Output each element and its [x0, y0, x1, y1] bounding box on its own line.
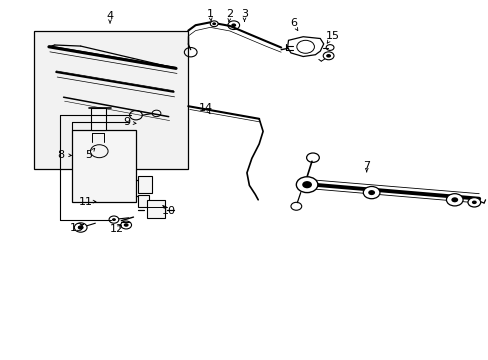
Circle shape	[212, 22, 216, 25]
Text: 3: 3	[241, 9, 247, 19]
Text: 10: 10	[162, 206, 175, 216]
Bar	[91, 108, 105, 130]
Bar	[138, 195, 149, 207]
Text: 11: 11	[79, 197, 92, 207]
Circle shape	[467, 198, 480, 207]
Text: 1: 1	[206, 9, 213, 19]
Circle shape	[367, 190, 374, 195]
Circle shape	[471, 201, 476, 204]
Circle shape	[363, 186, 379, 199]
Bar	[72, 130, 136, 202]
Circle shape	[210, 21, 218, 27]
Text: 13: 13	[70, 222, 84, 233]
Circle shape	[296, 177, 317, 193]
Text: 5: 5	[85, 150, 92, 160]
Text: 2: 2	[226, 9, 233, 19]
Text: 12: 12	[110, 224, 124, 234]
Text: 4: 4	[106, 11, 113, 21]
Text: 14: 14	[199, 103, 213, 113]
Text: 6: 6	[289, 18, 296, 28]
Circle shape	[446, 194, 462, 206]
Circle shape	[325, 54, 330, 58]
Circle shape	[302, 181, 311, 188]
Circle shape	[78, 225, 83, 230]
Bar	[146, 200, 165, 218]
Bar	[34, 31, 188, 169]
Text: 15: 15	[325, 31, 339, 41]
Text: 7: 7	[363, 161, 369, 171]
Text: 9: 9	[123, 117, 130, 127]
Circle shape	[112, 218, 116, 221]
Bar	[138, 176, 152, 193]
Circle shape	[231, 23, 236, 27]
Circle shape	[450, 197, 457, 202]
Text: 8: 8	[58, 150, 64, 160]
Circle shape	[123, 223, 128, 227]
